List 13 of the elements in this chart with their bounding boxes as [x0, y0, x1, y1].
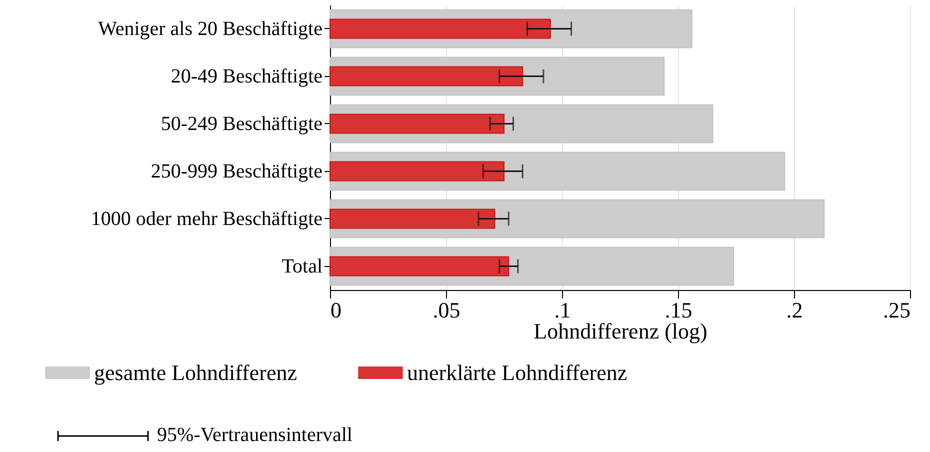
- y-tick-label: Weniger als 20 Beschäftigte: [98, 18, 323, 40]
- legend-label: gesamte Lohndifferenz: [94, 360, 298, 385]
- legend-label: unerklärte Lohndifferenz: [407, 360, 628, 385]
- x-tick-label: .05: [432, 298, 460, 322]
- y-tick-label: 20-49 Beschäftigte: [170, 65, 323, 88]
- y-tick-label: Total: [282, 255, 323, 278]
- text: 95%-Vertrauensintervall: [157, 424, 352, 447]
- x-tick-label: .2: [786, 298, 803, 322]
- x-tick-label: 0: [330, 298, 342, 322]
- y-tick-label: 1000 oder mehr Beschäftigte: [90, 208, 323, 230]
- x-tick-label: .25: [883, 298, 910, 322]
- y-tick-label: 250-999 Beschäftigte: [150, 160, 323, 182]
- y-tick-label: 50-249 Beschäftigte: [160, 112, 323, 135]
